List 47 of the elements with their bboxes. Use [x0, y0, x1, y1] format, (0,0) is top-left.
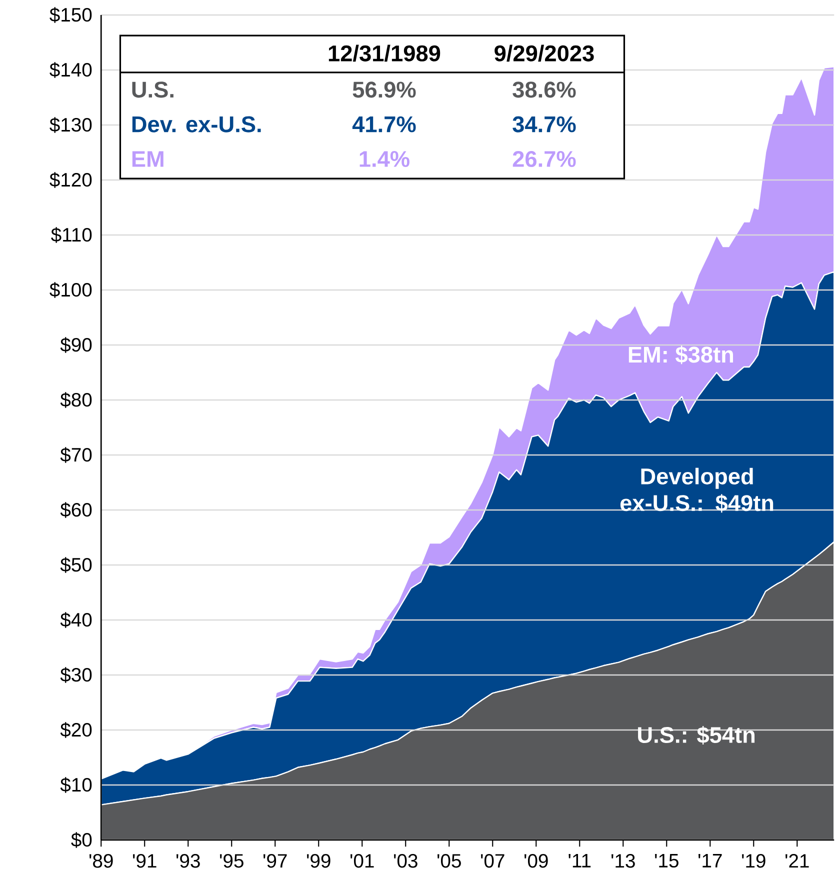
y-tick-label: $0	[71, 832, 92, 848]
y-tick-label: $30	[60, 667, 92, 683]
x-tick-label: '89	[89, 854, 113, 868]
annotation: 9/29/2023	[494, 44, 594, 62]
annotation: Dev. ex-U.S.	[132, 116, 261, 132]
x-tick-label: '03	[394, 854, 418, 868]
x-tick-label: '13	[611, 854, 635, 868]
y-tick-label: $70	[60, 447, 92, 463]
annotation: 26.7%	[512, 150, 576, 168]
x-tick-label: '09	[524, 854, 548, 868]
x-tick-label: '01	[350, 854, 374, 868]
x-tick-label: '21	[785, 854, 809, 868]
y-tick-label: $130	[50, 117, 92, 133]
y-tick-label: $100	[50, 282, 92, 298]
x-tick-label: '05	[437, 854, 461, 868]
x-tick-label: '19	[742, 854, 766, 868]
x-tick-label: '15	[654, 854, 678, 868]
x-tick-label: '93	[176, 854, 200, 868]
annotation: 38.6%	[512, 82, 576, 98]
y-tick-label: $120	[50, 172, 92, 188]
y-tick-label: $110	[50, 227, 92, 243]
annotation: EM: $38tn	[628, 346, 733, 364]
x-tick-label: '99	[306, 854, 330, 868]
x-tick-label: '95	[220, 854, 244, 868]
y-tick-label: $60	[60, 502, 92, 518]
y-tick-label: $80	[60, 392, 92, 408]
y-tick-label: $10	[60, 777, 92, 793]
annotation: 41.7%	[352, 116, 416, 132]
x-tick-label: '11	[568, 854, 591, 868]
y-tick-label: $140	[50, 62, 92, 78]
x-tick-label: '17	[698, 854, 722, 868]
annotation: 1.4%	[360, 151, 410, 167]
annotation: U.S.	[132, 82, 174, 98]
annotation: 34.7%	[512, 116, 576, 132]
y-tick-label: $150	[50, 7, 92, 23]
x-tick-label: '97	[263, 854, 287, 868]
annotation: 12/31/1989	[328, 44, 440, 62]
y-tick-label: $20	[60, 722, 92, 738]
y-tick-label: $90	[60, 337, 92, 353]
y-tick-label: $40	[60, 612, 92, 628]
annotation: Developed ex-U.S.: $49tn	[620, 468, 774, 513]
annotation: U.S.: $54tn	[638, 726, 754, 744]
x-tick-label: '91	[132, 854, 156, 868]
y-tick-label: $50	[60, 557, 92, 573]
annotation: EM	[132, 151, 164, 167]
x-tick-label: '07	[480, 854, 504, 868]
annotation: 56.9%	[352, 82, 416, 98]
